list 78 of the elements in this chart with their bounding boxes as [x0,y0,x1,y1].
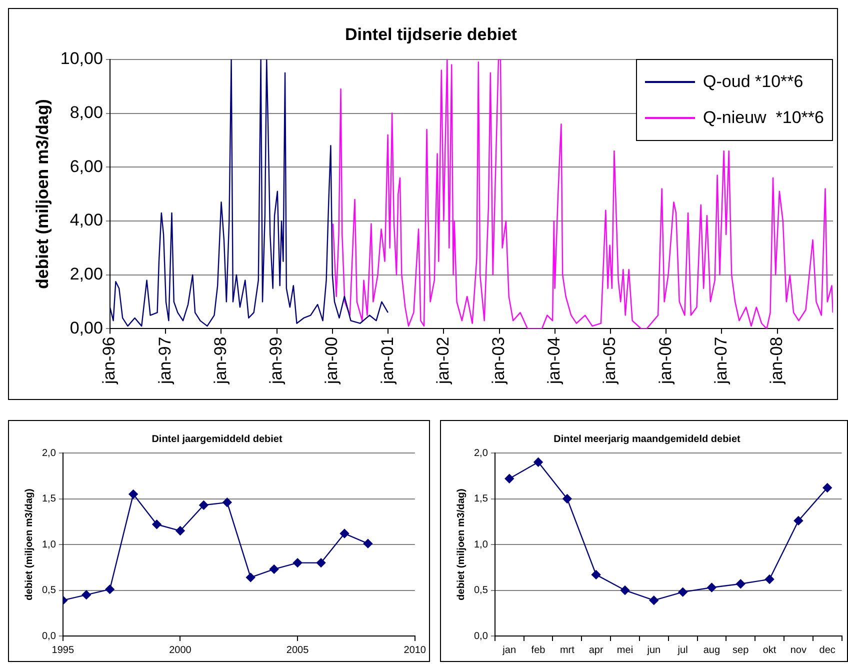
y-tick-label: 1,0 [474,539,488,550]
point [707,582,716,592]
x-tick-label: 2010 [404,644,426,656]
x-tick-label: jan-03 [488,336,508,386]
y-tick-label: 1,5 [474,494,488,504]
x-tick-label: jan-97 [155,336,174,386]
y-tick-label: 8,00 [70,102,103,122]
point [649,596,658,605]
point [340,528,350,538]
point [620,586,630,595]
y-axis-title: debiet (miljoen m3/dag) [32,99,52,289]
x-tick-label: jan-04 [544,336,564,386]
chart-title: Dintel tijdserie debiet [345,24,518,44]
x-tick-label: 2005 [286,644,310,656]
y-tick-label: 0,5 [474,585,488,596]
x-tick-label: jan-08 [766,336,786,386]
y-tick-label: 1,0 [42,539,56,550]
point [316,558,326,568]
y-tick-label: 0,5 [42,585,56,596]
y-tick-label: 0,0 [474,630,488,642]
point [363,538,373,548]
point [764,574,774,584]
legend-label: Q-oud *10**6 [703,72,804,92]
point [176,526,185,536]
y-axis-title: debiet (miljoen m3/dag) [24,488,35,600]
point [736,579,746,588]
x-tick-label: 2000 [169,644,192,656]
y-tick-label: 10,00 [60,49,103,68]
y-tick-label: 0,0 [42,630,56,642]
point [82,590,91,600]
y-tick-label: 0,00 [70,318,103,338]
x-tick-label: jan-07 [711,336,730,386]
x-tick-label: jan-98 [210,336,230,386]
x-tick-label: jan-96 [100,336,119,386]
y-tick-label: 2,00 [70,264,103,284]
point [292,558,302,568]
point [199,500,208,510]
x-tick-label: jan-06 [656,336,675,386]
x-tick-label: jan-02 [433,336,452,386]
x-tick-label: apr [588,644,604,656]
x-tick-label: 1995 [52,644,74,656]
y-tick-label: 1,5 [42,494,56,504]
x-tick-label: jan [502,644,516,656]
point [105,584,114,594]
x-tick-label: nov [790,644,806,656]
point [794,516,804,526]
chart-title: Dintel jaargemiddeld debiet [152,434,283,445]
point [128,490,138,499]
x-tick-label: jan-05 [600,336,620,386]
x-tick-label: jun [646,644,661,656]
x-tick-label: jul [676,644,688,656]
point [246,572,256,582]
x-tick-label: jan-01 [378,336,397,386]
point [591,570,601,580]
x-tick-label: feb [531,644,546,656]
legend-label: Q-nieuw *10**6 [703,108,824,128]
point [562,494,572,504]
y-tick-label: 4,00 [70,210,103,230]
point [678,587,688,597]
y-axis-title: debiet (miljoen m3/dag) [456,488,467,600]
x-tick-label: mrt [560,644,575,656]
point [152,520,162,529]
y-tick-label: 6,00 [70,156,103,176]
x-tick-label: mei [616,644,634,656]
point [822,483,832,492]
y-tick-label: 2,0 [42,448,56,459]
x-tick-label: dec [819,644,836,656]
x-tick-label: sep [732,644,750,656]
y-tick-label: 2,0 [474,448,488,459]
point [534,458,543,467]
x-tick-label: jan-00 [322,336,342,386]
chart-title: Dintel meerjarig maandgemideld debiet [554,434,742,445]
point [222,498,232,508]
point [269,564,279,574]
x-tick-label: aug [703,644,720,656]
x-tick-label: okt [762,644,776,656]
x-tick-label: jan-99 [266,336,286,386]
point [504,474,514,484]
